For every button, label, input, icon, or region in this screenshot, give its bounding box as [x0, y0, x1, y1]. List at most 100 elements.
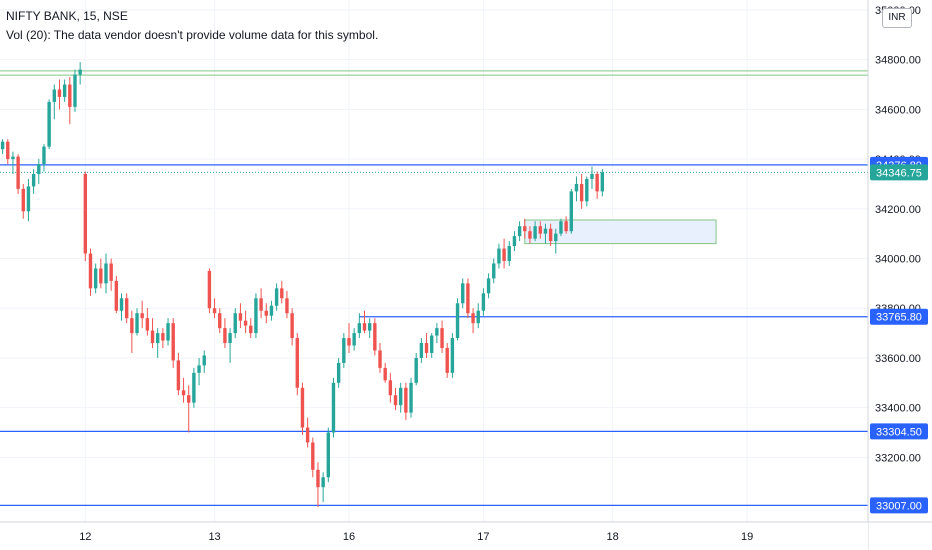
candle-body[interactable]	[192, 372, 196, 403]
candle-body[interactable]	[223, 328, 227, 344]
candle-body[interactable]	[37, 164, 41, 174]
candle-body[interactable]	[31, 174, 36, 187]
candle-body[interactable]	[11, 156, 15, 160]
candle-body[interactable]	[595, 174, 599, 192]
candle-body[interactable]	[26, 186, 31, 212]
candle-body[interactable]	[233, 313, 237, 334]
candle-body[interactable]	[414, 357, 418, 383]
candle-body[interactable]	[419, 343, 424, 358]
candle-body[interactable]	[130, 318, 134, 334]
candle-body[interactable]	[290, 313, 294, 339]
candle-body[interactable]	[347, 338, 351, 346]
candle-body[interactable]	[373, 323, 377, 351]
candle-body[interactable]	[124, 298, 129, 319]
candle-body[interactable]	[57, 89, 62, 97]
candle-body[interactable]	[295, 338, 299, 388]
candle-body[interactable]	[569, 191, 573, 232]
candle-body[interactable]	[383, 367, 387, 381]
candle-body[interactable]	[336, 362, 341, 383]
candle-body[interactable]	[404, 387, 408, 413]
candle-body[interactable]	[471, 313, 475, 324]
candle-body[interactable]	[305, 427, 310, 443]
candle-body[interactable]	[316, 469, 320, 488]
candle-body[interactable]	[528, 231, 532, 239]
candle-body[interactable]	[378, 350, 382, 368]
candle-body[interactable]	[6, 141, 10, 160]
candle-body[interactable]	[543, 228, 548, 234]
candle-body[interactable]	[218, 313, 222, 329]
candle-body[interactable]	[554, 233, 558, 242]
candle-body[interactable]	[517, 226, 522, 237]
candle-body[interactable]	[579, 183, 584, 202]
candle-body[interactable]	[548, 228, 553, 242]
candle-body[interactable]	[135, 313, 139, 334]
candle-body[interactable]	[450, 338, 455, 373]
candle-body[interactable]	[486, 278, 491, 294]
candle-body[interactable]	[228, 333, 232, 344]
candle-body[interactable]	[362, 323, 367, 331]
candle-body[interactable]	[99, 268, 103, 284]
candle-body[interactable]	[166, 323, 170, 341]
candle-body[interactable]	[145, 318, 150, 331]
candle-body[interactable]	[161, 333, 165, 341]
candle-body[interactable]	[93, 268, 98, 289]
candle-body[interactable]	[497, 248, 501, 264]
candle-body[interactable]	[187, 395, 191, 403]
candle-body[interactable]	[78, 69, 82, 75]
candle-body[interactable]	[300, 387, 305, 428]
candle-body[interactable]	[430, 335, 434, 353]
candle-body[interactable]	[176, 360, 181, 391]
candle-body[interactable]	[104, 263, 108, 284]
candle-body[interactable]	[311, 442, 315, 470]
candle-body[interactable]	[259, 298, 263, 311]
candle-body[interactable]	[393, 395, 398, 406]
candle-body[interactable]	[357, 323, 362, 334]
candle-body[interactable]	[564, 221, 568, 232]
candle-body[interactable]	[533, 226, 537, 239]
candle-body[interactable]	[207, 270, 212, 309]
candle-body[interactable]	[249, 325, 253, 334]
candle-body[interactable]	[47, 101, 51, 147]
candle-body[interactable]	[285, 298, 289, 314]
candle-body[interactable]	[181, 390, 186, 396]
candle-body[interactable]	[461, 283, 465, 304]
candle-body[interactable]	[197, 365, 201, 373]
candle-body[interactable]	[512, 236, 517, 247]
candle-body[interactable]	[73, 74, 77, 107]
candle-body[interactable]	[388, 380, 393, 396]
candle-body[interactable]	[321, 477, 325, 488]
time-scale-area[interactable]	[0, 522, 868, 550]
candle-body[interactable]	[476, 310, 480, 324]
candle-body[interactable]	[326, 432, 331, 478]
candle-body[interactable]	[492, 263, 496, 279]
candle-body[interactable]	[68, 84, 72, 107]
candle-body[interactable]	[269, 305, 274, 316]
candle-body[interactable]	[202, 355, 206, 366]
candle-body[interactable]	[331, 382, 336, 433]
candle-body[interactable]	[21, 188, 25, 212]
candle-body[interactable]	[254, 298, 258, 334]
candle-body[interactable]	[243, 320, 248, 326]
candle-body[interactable]	[585, 178, 589, 202]
candle-body[interactable]	[409, 382, 413, 413]
candle-body[interactable]	[16, 156, 20, 189]
candle-body[interactable]	[109, 263, 113, 281]
candle-body[interactable]	[42, 146, 46, 165]
candle-body[interactable]	[88, 253, 93, 289]
candle-body[interactable]	[52, 89, 56, 102]
candle-body[interactable]	[352, 333, 356, 346]
candle-body[interactable]	[590, 174, 594, 179]
candle-body[interactable]	[445, 348, 449, 373]
candle-body[interactable]	[600, 172, 605, 192]
candle-body[interactable]	[538, 226, 542, 234]
candle-body[interactable]	[523, 226, 527, 232]
candle-body[interactable]	[119, 298, 124, 311]
candle-body[interactable]	[264, 310, 268, 316]
candle-body[interactable]	[150, 330, 155, 344]
candle-body[interactable]	[342, 338, 346, 363]
candle-body[interactable]	[62, 84, 67, 97]
candle-body[interactable]	[424, 343, 429, 353]
candle-body[interactable]	[455, 303, 460, 339]
candle-body[interactable]	[83, 174, 88, 254]
